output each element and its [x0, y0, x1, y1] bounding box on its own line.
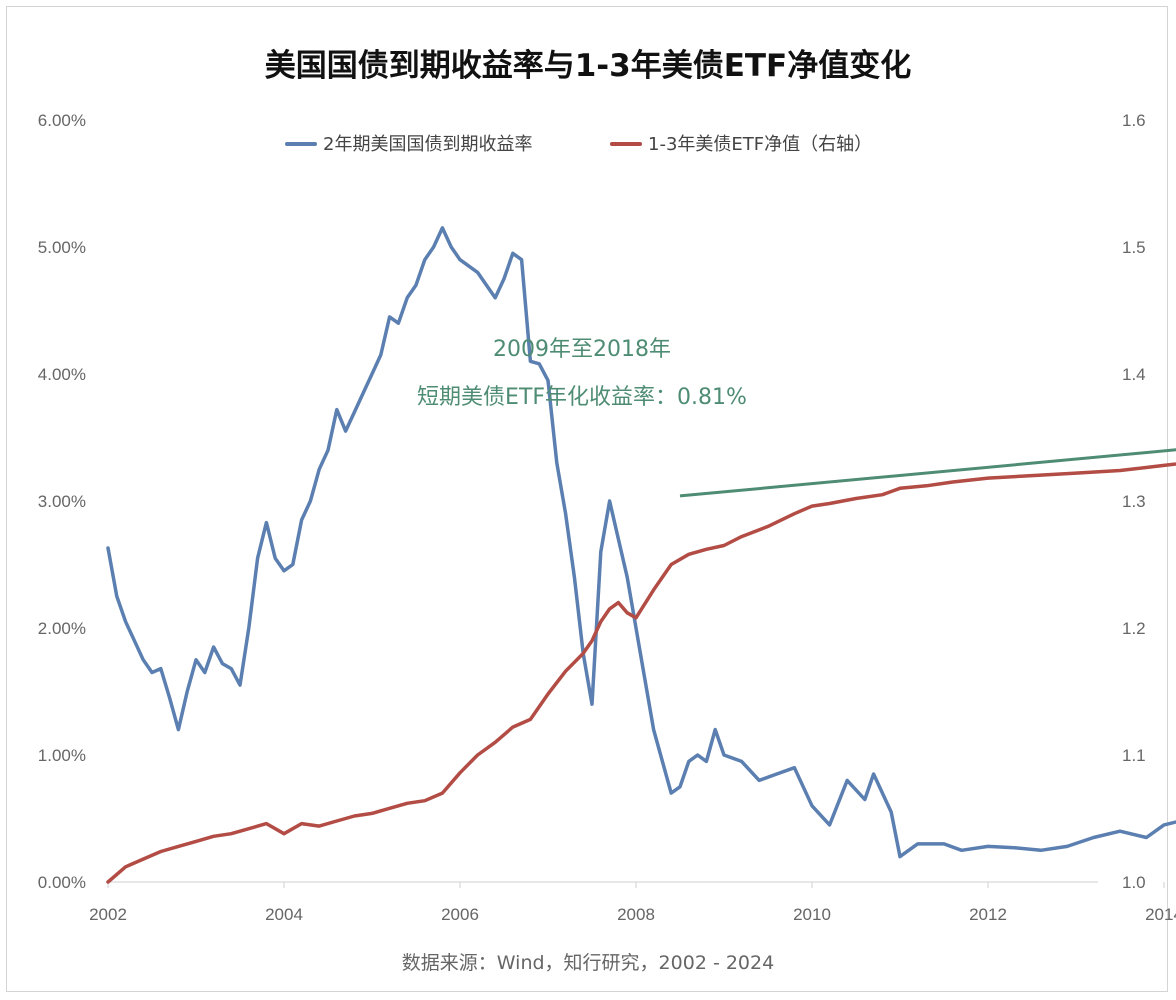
legend-label: 2年期美国国债到期收益率 [323, 134, 532, 155]
series-line-etf-nav [106, 462, 1176, 884]
annotation-line2: 短期美债ETF年化收益率：0.81% [417, 385, 747, 410]
series-layer [106, 226, 1176, 884]
x-tick-label: 2014 [1145, 905, 1176, 924]
x-tick-label: 2006 [441, 905, 479, 924]
chart-frame [6, 6, 1168, 992]
y-right-tick-label: 1.5 [1122, 238, 1146, 257]
y-right-tick-label: 1.4 [1122, 365, 1146, 384]
y-left-tick-label: 6.00% [38, 111, 86, 130]
annotation-arrow [679, 448, 1176, 498]
chart-title: 美国国债到期收益率与1-3年美债ETF净值变化 [264, 48, 912, 84]
y-right-tick-label: 1.1 [1122, 746, 1146, 765]
axes-layer: 0.00% 1.00% 2.00% 3.00% 4.00% 5.00% 6.00% 1.0 1.… [38, 111, 1176, 924]
x-tick-label: 2004 [265, 905, 303, 924]
y-left-tick-label: 0.00% [38, 873, 86, 892]
series-line-treasury-yield [106, 226, 1176, 859]
y-right-tick-label: 1.2 [1122, 619, 1146, 638]
y-right-tick-label: 1.6 [1122, 111, 1146, 130]
legend: 2年期美国国债到期收益率 1-3年美债ETF净值（右轴） [285, 134, 872, 155]
y-left-tick-label: 3.00% [38, 492, 86, 511]
y-right-tick-label: 1.0 [1122, 873, 1146, 892]
y-left-tick-label: 5.00% [38, 238, 86, 257]
y-left-tick-label: 2.00% [38, 619, 86, 638]
x-tick-label: 2010 [793, 905, 831, 924]
x-tick-label: 2012 [969, 905, 1007, 924]
legend-label: 1-3年美债ETF净值（右轴） [648, 134, 872, 155]
annotation-line1: 2009年至2018年 [493, 337, 671, 362]
x-tick-label: 2008 [617, 905, 655, 924]
y-left-tick-label: 4.00% [38, 365, 86, 384]
y-left-tick-label: 1.00% [38, 746, 86, 765]
x-tick-label: 2002 [89, 905, 127, 924]
source-note: 数据来源：Wind，知行研究，2002 - 2024 [401, 952, 775, 974]
y-right-tick-label: 1.3 [1122, 492, 1146, 511]
